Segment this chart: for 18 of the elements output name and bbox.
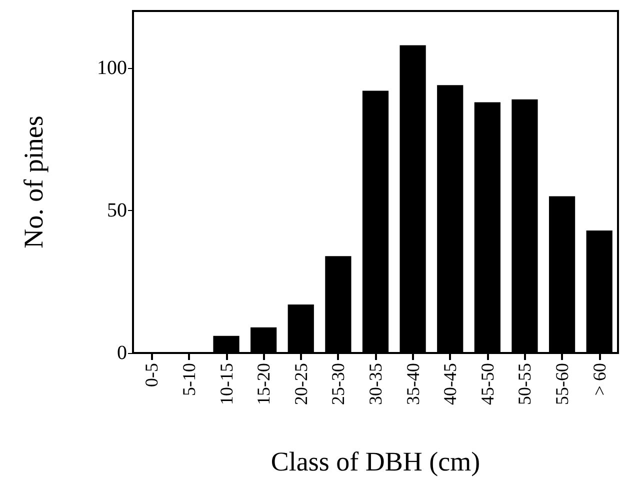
x-tick-label: 50-55 [514, 363, 535, 405]
x-tick-label: 15-20 [254, 363, 274, 405]
x-tick-label: > 60 [589, 363, 610, 396]
y-tick-label: 50 [107, 200, 127, 222]
x-tick-label: 5-10 [178, 363, 199, 396]
x-tick-label: 45-50 [477, 363, 498, 405]
x-axis-title: Class of DBH (cm) [270, 446, 480, 476]
x-tick-label: 40-45 [440, 363, 460, 405]
x-tick-label: 25-30 [328, 363, 348, 405]
x-tick-label: 35-40 [402, 363, 423, 405]
x-tick-label: 10-15 [216, 363, 236, 405]
x-tick-label: 20-25 [290, 363, 311, 405]
y-tick-label: 100 [97, 57, 127, 79]
x-tick-label: 30-35 [366, 363, 386, 405]
x-tick-label: 0-5 [142, 363, 162, 387]
y-axis-title: No. of pines [18, 116, 48, 248]
y-tick-label: 0 [117, 342, 127, 364]
x-tick-label: 55-60 [552, 363, 572, 405]
